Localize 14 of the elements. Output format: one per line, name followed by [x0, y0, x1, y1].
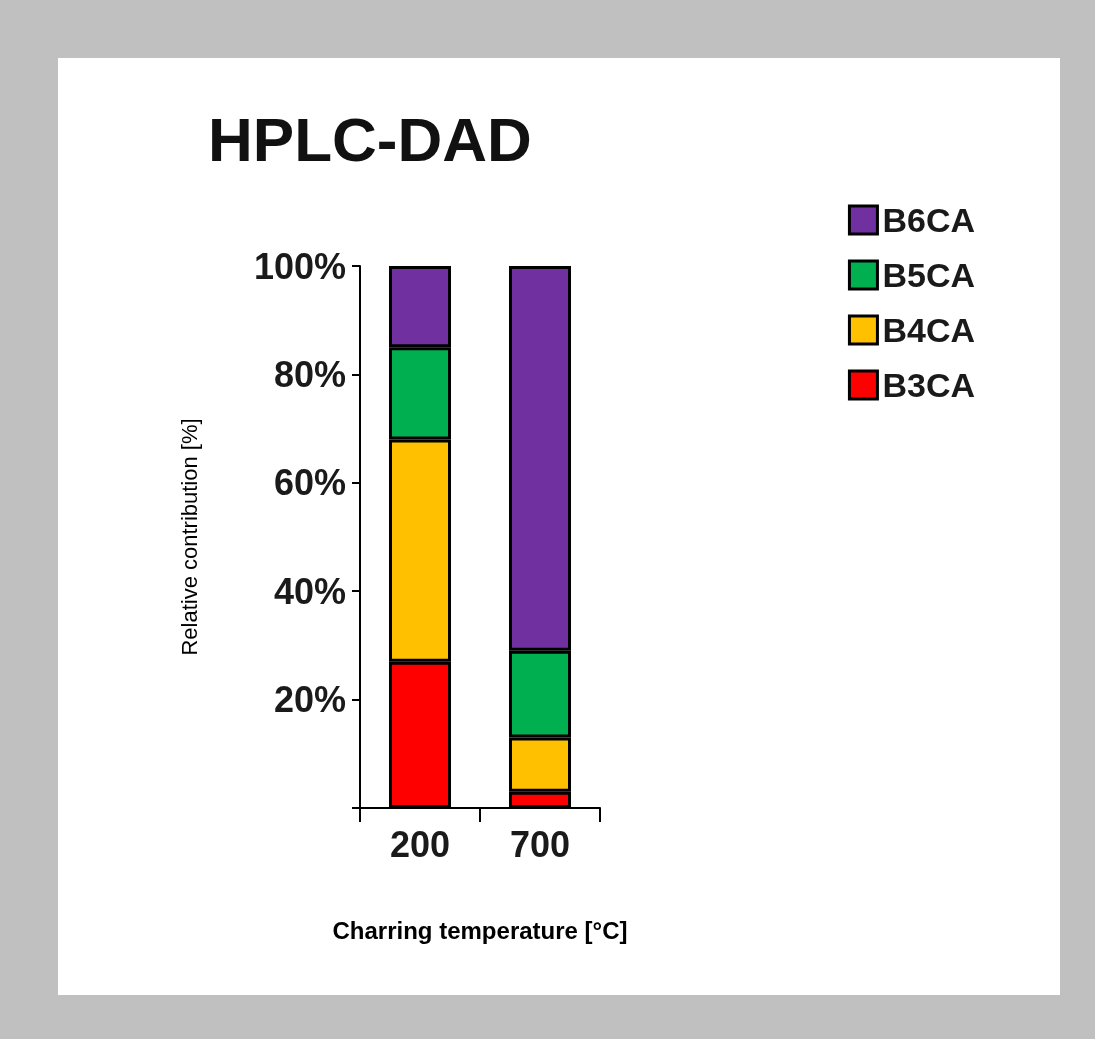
y-tick-label: 100%	[253, 245, 346, 287]
x-tick-label: 200	[389, 823, 451, 865]
legend-label: B4CA	[882, 311, 976, 349]
legend-label: B6CA	[882, 201, 976, 239]
x-axis-title: Charring temperature [°C]	[332, 916, 628, 944]
legend-label: B5CA	[882, 256, 976, 294]
y-tick-label: 80%	[273, 353, 346, 395]
y-tick-label: 60%	[273, 462, 346, 504]
y-tick-label: 40%	[273, 570, 346, 612]
legend-label: B3CA	[882, 366, 976, 404]
y-axis-title: Relative contribution [%]	[176, 418, 202, 656]
x-tick-label: 700	[509, 823, 571, 865]
chart-title: HPLC-DAD	[208, 104, 532, 174]
y-tick-label: 20%	[273, 679, 346, 721]
